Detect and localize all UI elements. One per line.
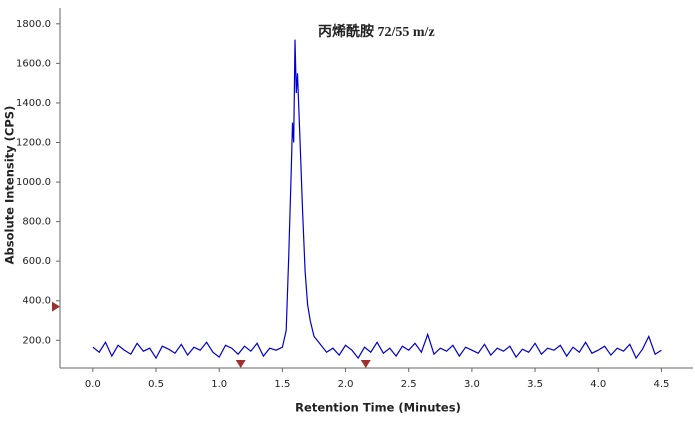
y-tick-label: 1800.0 [16, 19, 51, 30]
trace-line [92, 39, 662, 360]
y-tick-label: 200.0 [22, 335, 51, 346]
x-tick-label: 3.5 [527, 379, 543, 390]
chart-title: 丙烯酰胺 72/55 m/z [318, 23, 435, 40]
y-tick-label: 400.0 [22, 296, 51, 307]
y-tick-label: 800.0 [22, 217, 51, 228]
x-tick-label: 1.0 [211, 379, 227, 390]
y-marker [52, 301, 60, 312]
x-marker [235, 360, 246, 368]
x-tick-label: 1.5 [274, 379, 290, 390]
x-tick-label: 0.0 [85, 379, 101, 390]
x-tick-label: 2.0 [338, 379, 354, 390]
x-tick-label: 4.5 [653, 379, 669, 390]
y-tick-label: 1400.0 [16, 98, 51, 109]
x-tick-label: 3.0 [464, 379, 480, 390]
x-tick-label: 2.5 [401, 379, 417, 390]
x-marker [360, 360, 371, 368]
x-axis-title: Retention Time (Minutes) [295, 401, 461, 415]
x-tick-label: 4.0 [590, 379, 606, 390]
x-tick-label: 0.5 [148, 379, 164, 390]
y-axis-title: Absolute Intensity (CPS) [3, 106, 17, 265]
y-tick-label: 1600.0 [16, 58, 51, 69]
y-tick-label: 1000.0 [16, 177, 51, 188]
y-tick-label: 1200.0 [16, 138, 51, 149]
y-tick-label: 600.0 [22, 256, 51, 267]
